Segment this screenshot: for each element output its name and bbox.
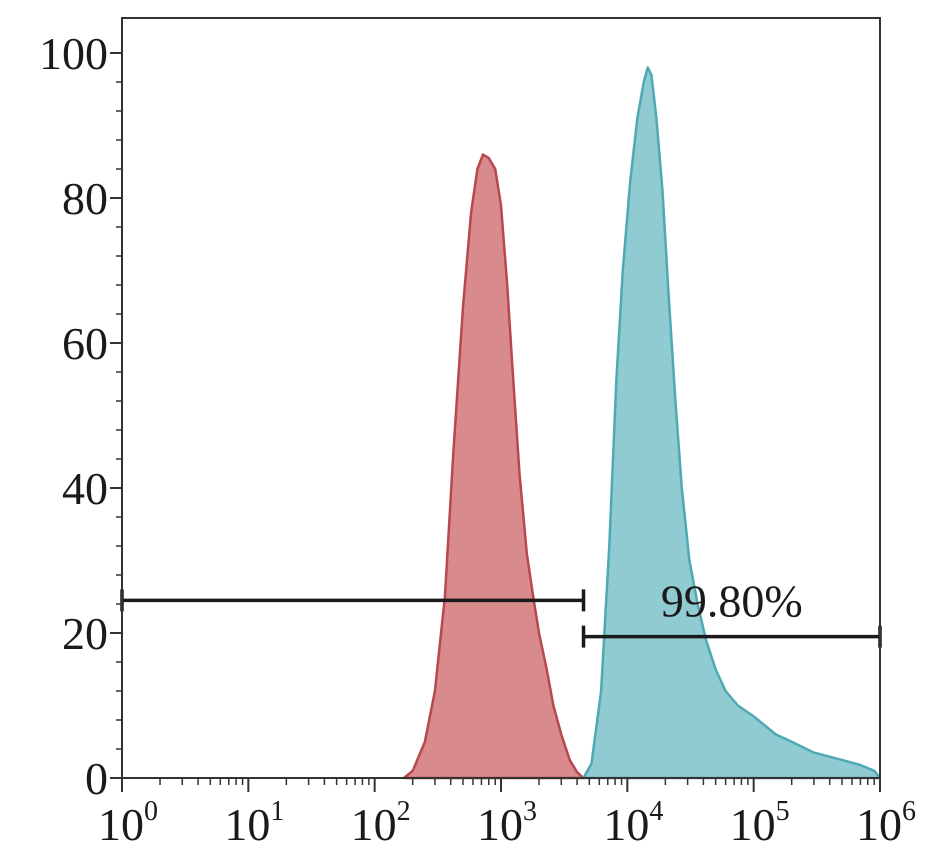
- x-tick-label: 102: [351, 796, 411, 850]
- y-tick-label: 20: [62, 608, 108, 659]
- series-layer: [402, 66, 882, 780]
- x-tick-label: 106: [856, 796, 916, 850]
- gate-percent-label: 99.80%: [661, 576, 803, 627]
- histogram-series-2: [582, 66, 882, 780]
- y-tick-label: 80: [62, 173, 108, 224]
- x-tick-label: 100: [98, 796, 158, 850]
- x-tick-label: 103: [477, 796, 537, 850]
- y-tick-label: 100: [39, 28, 108, 79]
- y-tick-label: 40: [62, 463, 108, 514]
- y-tick-label: 60: [62, 318, 108, 369]
- x-tick-label: 104: [603, 796, 663, 850]
- y-tick-label: 0: [85, 753, 108, 804]
- histogram-series-1: [402, 153, 585, 780]
- x-tick-label: 105: [730, 796, 790, 850]
- x-tick-label: 101: [224, 796, 284, 850]
- axis-layer: 0 20 40 60 80 100 100 101 102 103 104 105 106: [39, 28, 916, 850]
